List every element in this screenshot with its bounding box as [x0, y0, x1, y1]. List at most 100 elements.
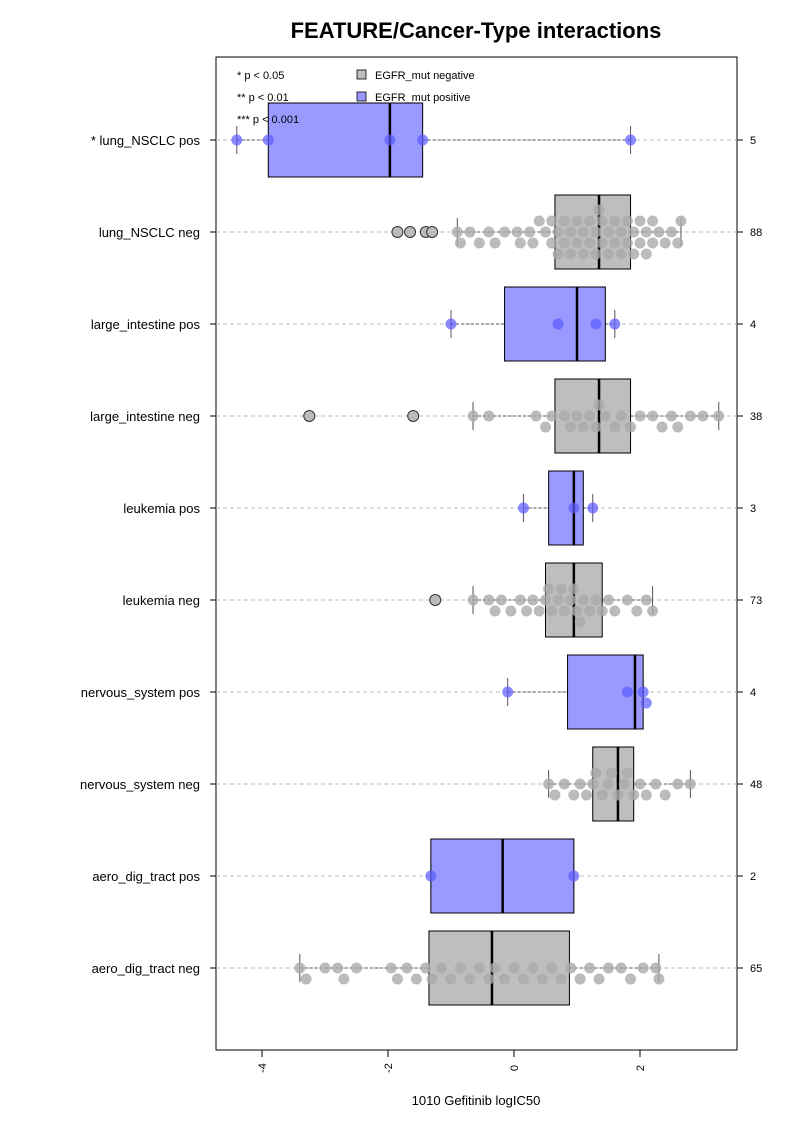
- data-point: [596, 237, 608, 249]
- outlier-point: [429, 594, 442, 606]
- data-point: [483, 594, 495, 606]
- data-point: [483, 410, 495, 422]
- significance-label: * p < 0.05: [237, 70, 284, 82]
- significance-label: ** p < 0.01: [237, 92, 289, 104]
- data-point: [231, 134, 243, 146]
- data-point: [618, 778, 630, 790]
- data-point: [647, 215, 659, 227]
- data-point: [625, 973, 637, 985]
- data-point: [454, 962, 466, 974]
- data-points: [231, 134, 725, 985]
- x-tick-label: -2: [383, 1063, 395, 1073]
- data-point: [426, 973, 438, 985]
- data-point: [640, 248, 652, 260]
- legend: * p < 0.05 ** p < 0.01 *** p < 0.001 EGFR_m…: [237, 69, 475, 126]
- data-point: [609, 318, 621, 330]
- data-point: [571, 215, 583, 227]
- data-point: [625, 421, 637, 433]
- data-point: [609, 237, 621, 249]
- data-point: [574, 973, 586, 985]
- data-point: [565, 248, 577, 260]
- data-point: [565, 226, 577, 238]
- y-tick-label: aero_dig_tract pos: [92, 869, 200, 884]
- plot-frame: [215, 56, 738, 1051]
- legend-swatch: [356, 69, 367, 80]
- data-point: [656, 421, 668, 433]
- data-point: [524, 226, 536, 238]
- sample-count: 2: [750, 871, 756, 883]
- data-point: [401, 962, 413, 974]
- data-point: [659, 789, 671, 801]
- data-point: [584, 215, 596, 227]
- data-point: [612, 789, 624, 801]
- data-point: [615, 410, 627, 422]
- data-point: [568, 789, 580, 801]
- data-point: [584, 605, 596, 617]
- data-point: [517, 973, 529, 985]
- data-point: [615, 962, 627, 974]
- data-point: [294, 962, 306, 974]
- data-point: [603, 594, 614, 606]
- data-point: [577, 226, 589, 238]
- data-point: [558, 410, 570, 422]
- data-point: [558, 215, 570, 227]
- data-point: [590, 767, 602, 779]
- sample-count: 4: [750, 319, 756, 331]
- data-point: [384, 134, 396, 146]
- data-point: [436, 962, 448, 974]
- data-point: [540, 594, 551, 606]
- outlier-point: [391, 226, 404, 238]
- data-point: [338, 973, 350, 985]
- data-point: [558, 237, 570, 249]
- data-point: [593, 204, 605, 216]
- data-point: [552, 318, 564, 330]
- y-tick-label: nervous_system neg: [80, 777, 200, 792]
- data-point: [540, 421, 551, 433]
- data-point: [684, 410, 696, 422]
- data-point: [502, 686, 514, 698]
- sample-count: 48: [750, 779, 762, 791]
- data-point: [555, 583, 567, 595]
- x-axis-title: 1010 Gefitinib logIC50: [412, 1093, 541, 1108]
- data-point: [558, 778, 570, 790]
- data-point: [590, 248, 602, 260]
- data-point: [489, 962, 501, 974]
- data-point: [495, 594, 507, 606]
- data-point: [467, 410, 479, 422]
- data-point: [527, 594, 539, 606]
- y-tick-label: aero_dig_tract neg: [92, 961, 200, 976]
- data-point: [508, 962, 520, 974]
- outlier-point: [303, 410, 316, 422]
- data-point: [590, 421, 602, 433]
- data-point: [634, 237, 646, 249]
- data-point: [596, 215, 608, 227]
- data-point: [558, 605, 570, 617]
- data-point: [603, 778, 614, 790]
- data-point: [473, 962, 485, 974]
- data-point: [565, 421, 577, 433]
- data-point: [543, 583, 555, 595]
- data-point: [615, 226, 627, 238]
- data-point: [555, 973, 567, 985]
- data-point: [621, 237, 633, 249]
- y-tick-label: nervous_system pos: [81, 685, 201, 700]
- x-axis: -4 -2 0 2: [257, 1050, 647, 1073]
- data-point: [580, 789, 592, 801]
- data-point: [697, 410, 709, 422]
- data-point: [609, 605, 621, 617]
- data-point: [628, 248, 640, 260]
- data-point: [609, 215, 621, 227]
- data-point: [499, 973, 511, 985]
- data-point: [603, 962, 614, 974]
- data-point: [552, 248, 564, 260]
- data-point: [640, 697, 652, 709]
- data-point: [587, 502, 599, 514]
- data-point: [489, 605, 501, 617]
- data-point: [621, 767, 633, 779]
- data-point: [577, 594, 589, 606]
- data-point: [568, 502, 580, 514]
- data-point: [445, 973, 457, 985]
- y-tick-label: large_intestine neg: [90, 409, 200, 424]
- data-point: [530, 410, 542, 422]
